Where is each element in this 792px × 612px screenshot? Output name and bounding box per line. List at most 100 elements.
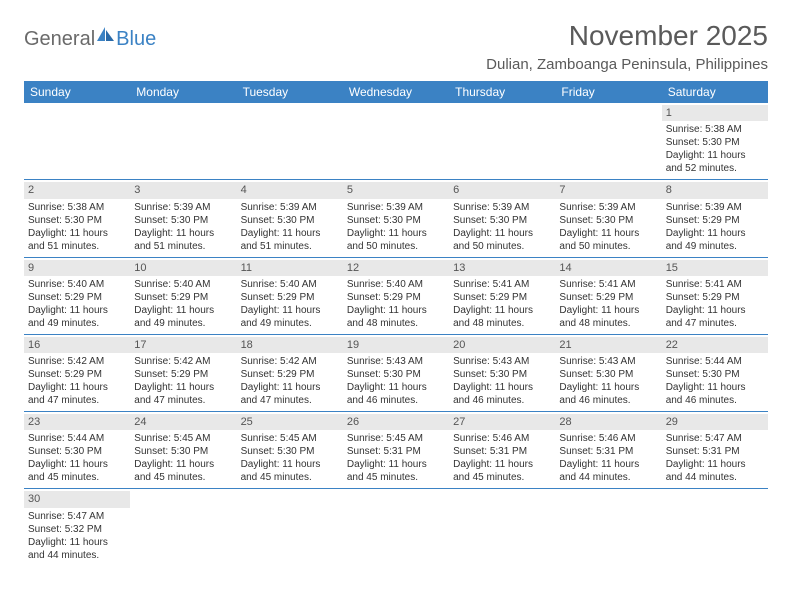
calendar-cell [24,103,130,179]
calendar-cell: 9Sunrise: 5:40 AMSunset: 5:29 PMDaylight… [24,258,130,334]
cell-line-sr: Sunrise: 5:43 AM [347,355,445,368]
cell-line-d1: Daylight: 11 hours [347,227,445,240]
day-header-cell: Monday [130,81,236,103]
cell-line-sr: Sunrise: 5:44 AM [666,355,764,368]
calendar-week: 16Sunrise: 5:42 AMSunset: 5:29 PMDayligh… [24,335,768,412]
day-number: 3 [130,182,236,198]
calendar-week: 9Sunrise: 5:40 AMSunset: 5:29 PMDaylight… [24,258,768,335]
calendar: Sunday Monday Tuesday Wednesday Thursday… [24,81,768,566]
cell-line-ss: Sunset: 5:29 PM [241,368,339,381]
calendar-week: 23Sunrise: 5:44 AMSunset: 5:30 PMDayligh… [24,412,768,489]
day-number: 29 [662,414,768,430]
day-number: 9 [24,260,130,276]
cell-line-sr: Sunrise: 5:42 AM [241,355,339,368]
cell-line-ss: Sunset: 5:29 PM [28,368,126,381]
calendar-cell: 20Sunrise: 5:43 AMSunset: 5:30 PMDayligh… [449,335,555,411]
calendar-cell [343,103,449,179]
calendar-cell: 6Sunrise: 5:39 AMSunset: 5:30 PMDaylight… [449,180,555,256]
calendar-cell: 15Sunrise: 5:41 AMSunset: 5:29 PMDayligh… [662,258,768,334]
cell-line-ss: Sunset: 5:30 PM [347,368,445,381]
cell-line-sr: Sunrise: 5:45 AM [347,432,445,445]
day-number: 26 [343,414,449,430]
day-number: 4 [237,182,343,198]
day-number: 10 [130,260,236,276]
calendar-cell: 10Sunrise: 5:40 AMSunset: 5:29 PMDayligh… [130,258,236,334]
day-number: 27 [449,414,555,430]
day-header-cell: Thursday [449,81,555,103]
calendar-cell: 5Sunrise: 5:39 AMSunset: 5:30 PMDaylight… [343,180,449,256]
cell-line-d2: and 45 minutes. [28,471,126,484]
header: GeneralBlue November 2025 Dulian, Zamboa… [24,20,768,73]
day-number: 2 [24,182,130,198]
cell-line-ss: Sunset: 5:29 PM [28,291,126,304]
cell-line-d1: Daylight: 11 hours [347,381,445,394]
day-number: 25 [237,414,343,430]
day-number: 23 [24,414,130,430]
cell-line-d2: and 49 minutes. [134,317,232,330]
cell-line-d2: and 51 minutes. [28,240,126,253]
cell-line-ss: Sunset: 5:29 PM [666,214,764,227]
calendar-cell: 25Sunrise: 5:45 AMSunset: 5:30 PMDayligh… [237,412,343,488]
cell-line-d2: and 48 minutes. [453,317,551,330]
calendar-cell: 27Sunrise: 5:46 AMSunset: 5:31 PMDayligh… [449,412,555,488]
cell-line-d1: Daylight: 11 hours [28,227,126,240]
cell-line-d2: and 45 minutes. [134,471,232,484]
logo: GeneralBlue [24,28,156,51]
cell-line-ss: Sunset: 5:29 PM [134,291,232,304]
cell-line-d1: Daylight: 11 hours [28,458,126,471]
day-number: 21 [555,337,661,353]
calendar-cell [130,103,236,179]
day-header-row: Sunday Monday Tuesday Wednesday Thursday… [24,81,768,103]
cell-line-sr: Sunrise: 5:46 AM [453,432,551,445]
cell-line-d2: and 46 minutes. [347,394,445,407]
day-number: 13 [449,260,555,276]
day-number: 30 [24,491,130,507]
calendar-cell [449,103,555,179]
day-number: 11 [237,260,343,276]
day-header-cell: Friday [555,81,661,103]
cell-line-d1: Daylight: 11 hours [347,458,445,471]
cell-line-sr: Sunrise: 5:38 AM [666,123,764,136]
calendar-week: 2Sunrise: 5:38 AMSunset: 5:30 PMDaylight… [24,180,768,257]
cell-line-sr: Sunrise: 5:42 AM [134,355,232,368]
cell-line-ss: Sunset: 5:29 PM [347,291,445,304]
calendar-cell: 22Sunrise: 5:44 AMSunset: 5:30 PMDayligh… [662,335,768,411]
calendar-cell: 29Sunrise: 5:47 AMSunset: 5:31 PMDayligh… [662,412,768,488]
cell-line-sr: Sunrise: 5:44 AM [28,432,126,445]
cell-line-ss: Sunset: 5:29 PM [666,291,764,304]
cell-line-d2: and 47 minutes. [241,394,339,407]
cell-line-d1: Daylight: 11 hours [134,227,232,240]
cell-line-ss: Sunset: 5:30 PM [28,214,126,227]
cell-line-sr: Sunrise: 5:39 AM [241,201,339,214]
logo-sail-icon [97,26,115,49]
calendar-cell: 24Sunrise: 5:45 AMSunset: 5:30 PMDayligh… [130,412,236,488]
cell-line-d1: Daylight: 11 hours [453,304,551,317]
calendar-cell: 3Sunrise: 5:39 AMSunset: 5:30 PMDaylight… [130,180,236,256]
title-block: November 2025 Dulian, Zamboanga Peninsul… [486,20,768,73]
cell-line-ss: Sunset: 5:30 PM [559,214,657,227]
cell-line-d1: Daylight: 11 hours [559,458,657,471]
cell-line-ss: Sunset: 5:29 PM [241,291,339,304]
calendar-cell: 16Sunrise: 5:42 AMSunset: 5:29 PMDayligh… [24,335,130,411]
cell-line-d1: Daylight: 11 hours [347,304,445,317]
cell-line-d2: and 48 minutes. [347,317,445,330]
cell-line-sr: Sunrise: 5:39 AM [134,201,232,214]
day-header-cell: Sunday [24,81,130,103]
cell-line-d1: Daylight: 11 hours [666,381,764,394]
cell-line-d2: and 47 minutes. [134,394,232,407]
cell-line-d1: Daylight: 11 hours [28,304,126,317]
day-number: 24 [130,414,236,430]
cell-line-sr: Sunrise: 5:40 AM [134,278,232,291]
cell-line-sr: Sunrise: 5:43 AM [453,355,551,368]
cell-line-d1: Daylight: 11 hours [666,227,764,240]
cell-line-d2: and 49 minutes. [666,240,764,253]
cell-line-d2: and 45 minutes. [241,471,339,484]
page-title: November 2025 [486,20,768,52]
calendar-cell [449,489,555,565]
calendar-week: 1Sunrise: 5:38 AMSunset: 5:30 PMDaylight… [24,103,768,180]
cell-line-sr: Sunrise: 5:43 AM [559,355,657,368]
calendar-cell: 8Sunrise: 5:39 AMSunset: 5:29 PMDaylight… [662,180,768,256]
day-number: 18 [237,337,343,353]
day-number: 5 [343,182,449,198]
calendar-cell: 11Sunrise: 5:40 AMSunset: 5:29 PMDayligh… [237,258,343,334]
